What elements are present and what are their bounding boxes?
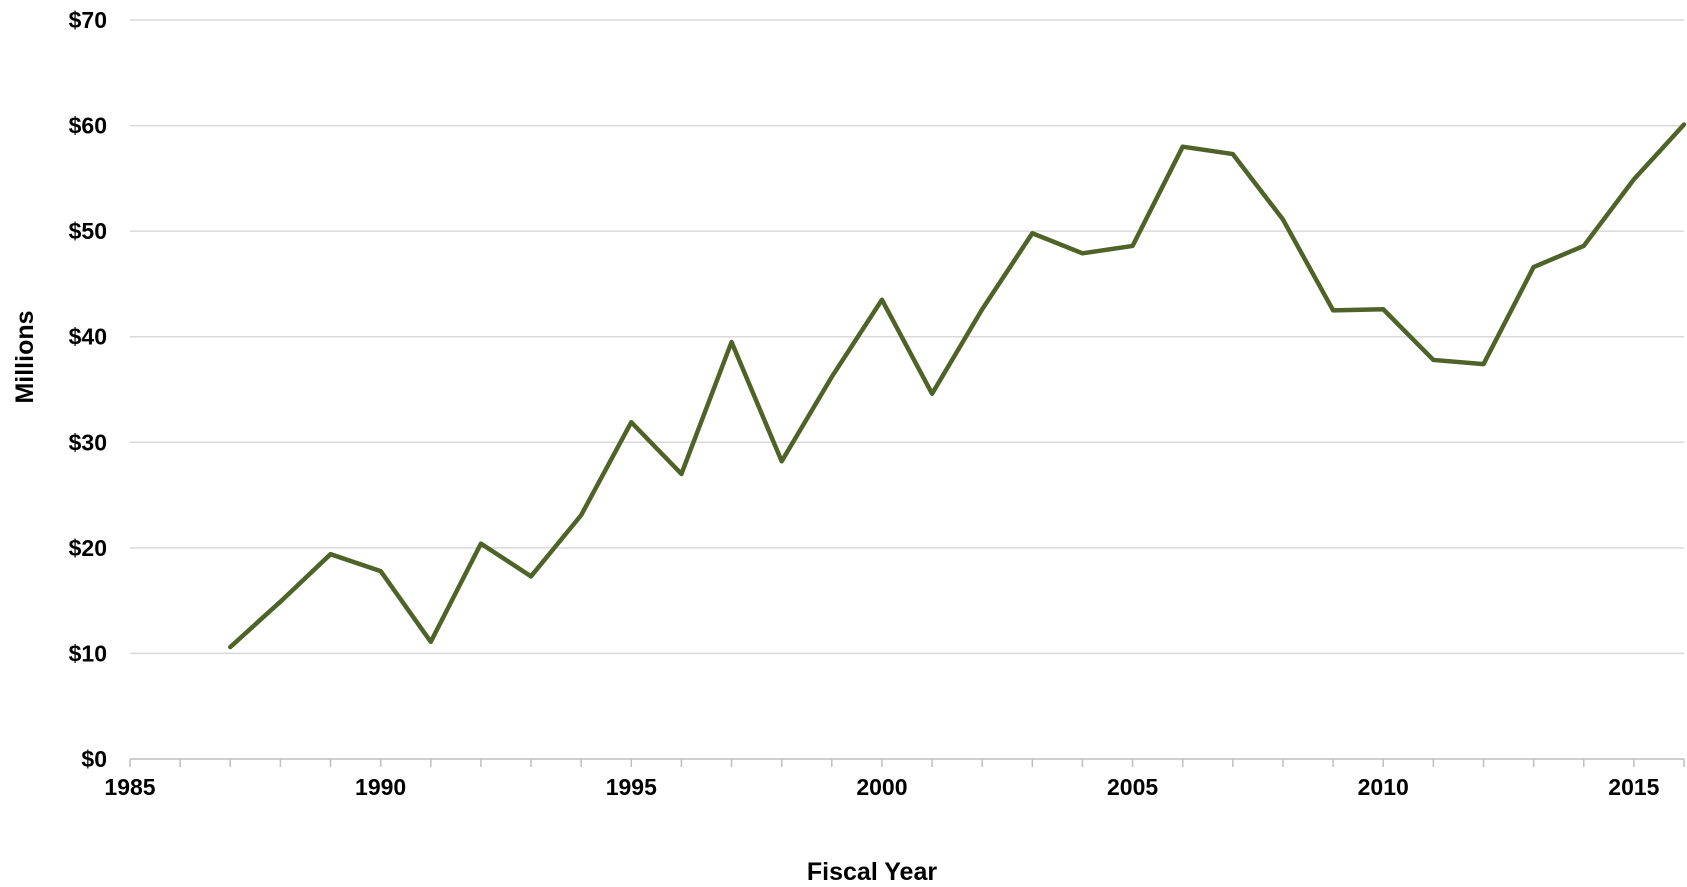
x-tick-label: 2010 bbox=[1358, 774, 1409, 800]
x-axis bbox=[129, 758, 1685, 767]
y-tick-label: $40 bbox=[69, 324, 107, 350]
x-tick-label: 2015 bbox=[1608, 774, 1659, 800]
y-tick-label: $30 bbox=[69, 429, 107, 455]
y-tick-label: $60 bbox=[69, 113, 107, 139]
x-tick-label: 2000 bbox=[856, 774, 907, 800]
x-axis-tick-labels: 1985 1990 1995 2000 2005 2010 2015 bbox=[104, 774, 1659, 800]
gridlines bbox=[130, 19, 1684, 655]
y-tick-label: $70 bbox=[69, 7, 107, 33]
x-tick-label: 2005 bbox=[1107, 774, 1158, 800]
y-tick-label: $20 bbox=[69, 535, 107, 561]
y-tick-label: $50 bbox=[69, 218, 107, 244]
y-tick-label: $10 bbox=[69, 640, 107, 666]
y-axis-title: Millions bbox=[11, 310, 39, 403]
series-layer bbox=[228, 122, 1687, 650]
y-axis-tick-labels: $0 $10 $20 $30 $40 $50 $60 $70 bbox=[69, 7, 107, 772]
x-axis-title: Fiscal Year bbox=[807, 858, 937, 886]
series-line bbox=[228, 122, 1687, 650]
x-tick-label: 1985 bbox=[104, 774, 155, 800]
y-tick-label: $0 bbox=[81, 746, 107, 772]
x-tick-label: 1995 bbox=[606, 774, 657, 800]
x-tick-label: 1990 bbox=[355, 774, 406, 800]
